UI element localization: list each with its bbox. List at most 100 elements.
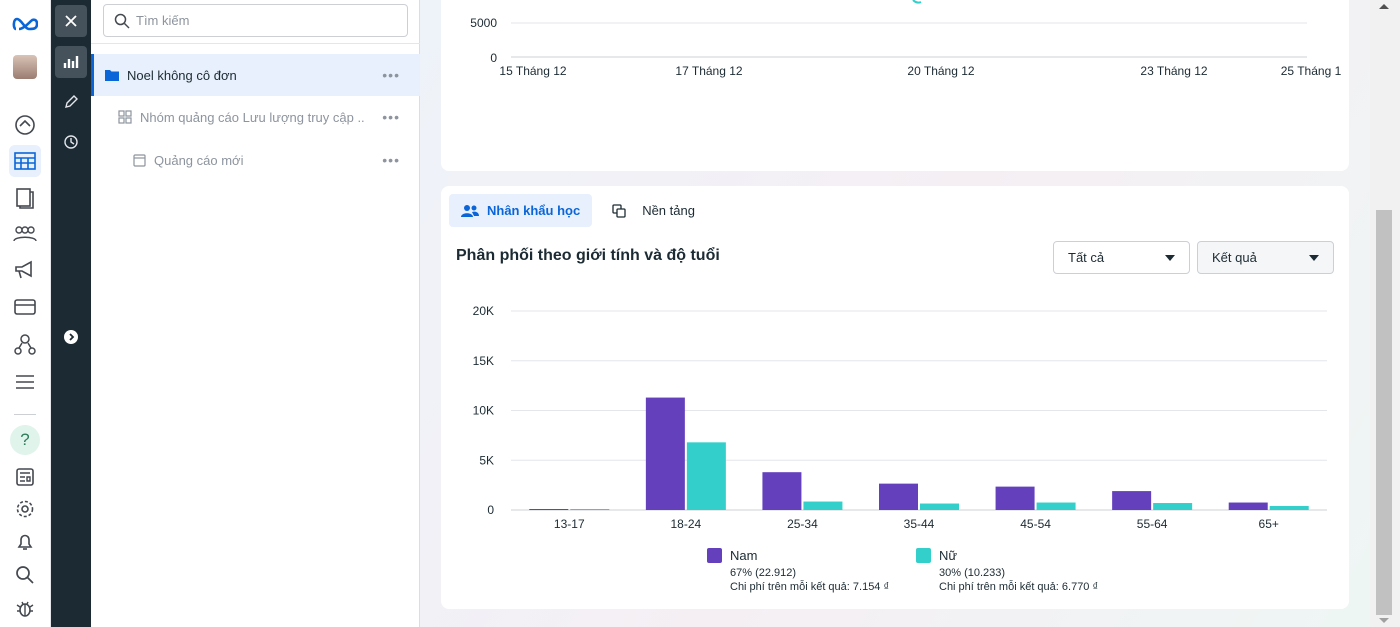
audience-filter-dropdown[interactable]: Tất cả [1053,241,1190,274]
more-options-icon[interactable]: ••• [382,109,400,125]
dropdown-value: Tất cả [1068,250,1105,265]
meta-logo-icon[interactable] [9,8,41,40]
y-tick-label: 10K [473,404,494,418]
x-tick-label: 25 Tháng 1 [1281,64,1342,78]
news-icon[interactable] [9,461,41,493]
bar-nam-35-44 [879,483,918,510]
audience-icon[interactable] [9,218,41,250]
y-tick-label: 20K [473,304,494,318]
scrollbar-thumb[interactable] [1376,210,1392,615]
bar-nữ-13-17 [570,509,610,511]
more-options-icon[interactable]: ••• [382,67,400,83]
bar-nam-18-24 [645,397,685,510]
platform-icon [612,203,626,218]
ad-set-icon [118,110,132,124]
demographics-card: Nhân khẩu học Nền tảng Phân phối theo gi… [441,186,1349,609]
nav-divider [14,414,36,415]
more-options-icon[interactable]: ••• [382,152,400,168]
campaign-tree-panel: Noel không cô đơn ••• Nhóm quảng cáo Lưu… [91,0,420,627]
settings-icon[interactable] [9,493,41,525]
tab-label: Nhân khẩu học [487,203,581,218]
performance-line-chart: 5000 0 15 Tháng 12 17 Tháng 12 20 Tháng … [470,0,1342,78]
history-icon[interactable] [55,126,87,158]
tree-item-label: Quảng cáo mới [154,152,244,168]
campaign-icon[interactable] [9,254,41,286]
legend-share: 67% (22.912) [730,567,797,579]
tree-item-ad-set[interactable]: Nhóm quảng cáo Lưu lượng truy cập ... ••… [91,96,420,138]
section-title: Phân phối theo giới tính và độ tuổi [456,247,720,264]
x-tick-label: 23 Tháng 12 [1140,64,1207,78]
y-tick-label: 5K [479,453,494,467]
tree-item-campaign[interactable]: Noel không cô đơn ••• [91,54,420,96]
search-icon [114,13,130,29]
gender-age-bar-chart: 20K 15K 10K 5K 0 13-17 18-24 25-34 35-44 45-54 55-… [473,304,1327,531]
bar-nữ-65+ [1269,506,1309,510]
legend-swatch [916,548,931,563]
page-scrollbar[interactable] [1370,0,1400,627]
x-tick-label: 35-44 [904,517,935,531]
legend-label: Nam [730,548,758,563]
tree-divider [91,43,420,44]
edit-icon[interactable] [55,86,87,118]
bar-chart-icon[interactable] [55,46,87,78]
bar-nam-65+ [1228,502,1268,510]
tree-item-ad[interactable]: Quảng cáo mới ••• [91,139,420,181]
bar-nữ-45-54 [1036,502,1076,510]
dashboard-icon[interactable] [9,109,41,141]
bar-nữ-55-64 [1153,503,1193,510]
tab-platform[interactable]: Nền tảng [600,194,707,227]
avatar[interactable] [9,51,41,83]
business-settings-icon[interactable] [9,328,41,360]
breakdown-tabs: Nhân khẩu học Nền tảng [449,194,707,227]
bar-nam-13-17 [529,509,569,511]
x-tick-label: 17 Tháng 12 [675,64,742,78]
legend-share: 30% (10.233) [939,567,1006,579]
tool-strip [51,0,91,627]
ad-icon [133,153,146,167]
bar-nam-55-64 [1112,491,1152,510]
bar-nam-45-54 [995,486,1035,510]
legend-cost: Chi phí trên mỗi kết quả: 7.154 ₫ [730,581,890,593]
bar-nữ-35-44 [920,503,959,510]
x-tick-label: 18-24 [671,517,702,531]
search-box[interactable] [103,4,408,37]
menu-icon[interactable] [9,366,41,398]
bar-nam-25-34 [762,472,802,510]
x-tick-label: 25-34 [787,517,818,531]
x-tick-label: 65+ [1259,517,1279,531]
billing-icon[interactable] [9,291,41,323]
x-tick-label: 13-17 [554,517,585,531]
legend-swatch [707,548,722,563]
tab-label: Nền tảng [642,203,695,218]
chevron-down-icon [1165,254,1175,261]
performance-chart-card: 5000 0 15 Tháng 12 17 Tháng 12 20 Tháng … [441,0,1349,171]
expand-icon[interactable] [55,321,87,353]
search-icon[interactable] [9,559,41,591]
metric-filter-dropdown[interactable]: Kết quả [1197,241,1334,274]
y-tick-label: 15K [473,354,494,368]
folder-icon [105,69,119,81]
legend-item-male: Nam 67% (22.912) Chi phí trên mỗi kết qu… [707,548,889,594]
scroll-down-icon[interactable] [1379,618,1389,623]
tab-demographics[interactable]: Nhân khẩu học [449,194,593,227]
x-tick-label: 45-54 [1020,517,1051,531]
scroll-up-icon[interactable] [1379,4,1389,9]
main-content: 5000 0 15 Tháng 12 17 Tháng 12 20 Tháng … [420,0,1370,627]
x-tick-label: 15 Tháng 12 [499,64,566,78]
close-icon[interactable] [55,5,87,37]
bug-icon[interactable] [9,592,41,624]
chevron-down-icon [1309,254,1319,261]
legend-label: Nữ [939,548,958,563]
bar-nữ-25-34 [803,501,843,510]
y-tick-label: 0 [487,503,494,517]
notifications-icon[interactable] [9,526,41,558]
legend-item-female: Nữ 30% (10.233) Chi phí trên mỗi kết quả… [916,548,1098,594]
pages-icon[interactable] [9,182,41,214]
ads-manager-icon[interactable] [9,145,41,177]
help-icon[interactable]: ? [9,424,41,456]
y-tick-label: 0 [490,51,497,65]
search-input[interactable] [136,13,396,28]
series-line [912,0,922,4]
legend-cost: Chi phí trên mỗi kết quả: 6.770 ₫ [939,581,1099,593]
x-tick-label: 20 Tháng 12 [907,64,974,78]
